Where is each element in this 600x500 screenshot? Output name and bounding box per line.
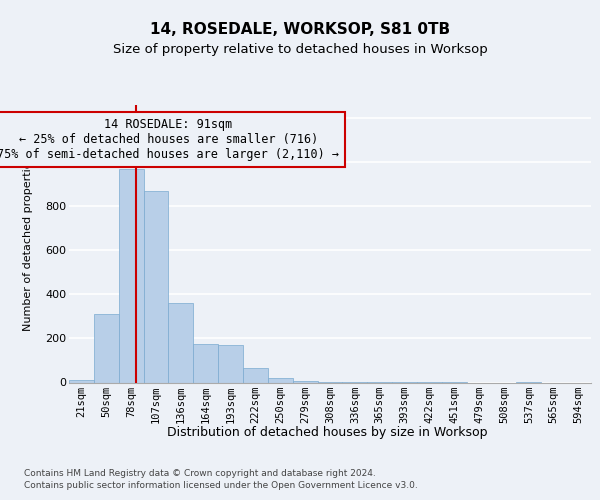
Text: Distribution of detached houses by size in Worksop: Distribution of detached houses by size … xyxy=(167,426,487,439)
Text: 14, ROSEDALE, WORKSOP, S81 0TB: 14, ROSEDALE, WORKSOP, S81 0TB xyxy=(150,22,450,38)
Text: Contains HM Land Registry data © Crown copyright and database right 2024.: Contains HM Land Registry data © Crown c… xyxy=(24,470,376,478)
Bar xyxy=(243,368,268,382)
Text: Size of property relative to detached houses in Worksop: Size of property relative to detached ho… xyxy=(113,42,487,56)
Bar xyxy=(169,303,193,382)
Bar xyxy=(119,169,143,382)
Bar xyxy=(268,378,293,382)
Bar xyxy=(193,344,218,383)
Text: Contains public sector information licensed under the Open Government Licence v3: Contains public sector information licen… xyxy=(24,482,418,490)
Bar xyxy=(218,345,243,383)
Bar xyxy=(143,191,169,382)
Text: 14 ROSEDALE: 91sqm
← 25% of detached houses are smaller (716)
75% of semi-detach: 14 ROSEDALE: 91sqm ← 25% of detached hou… xyxy=(0,118,340,161)
Bar xyxy=(69,380,94,382)
Y-axis label: Number of detached properties: Number of detached properties xyxy=(23,156,32,332)
Bar xyxy=(94,314,119,382)
